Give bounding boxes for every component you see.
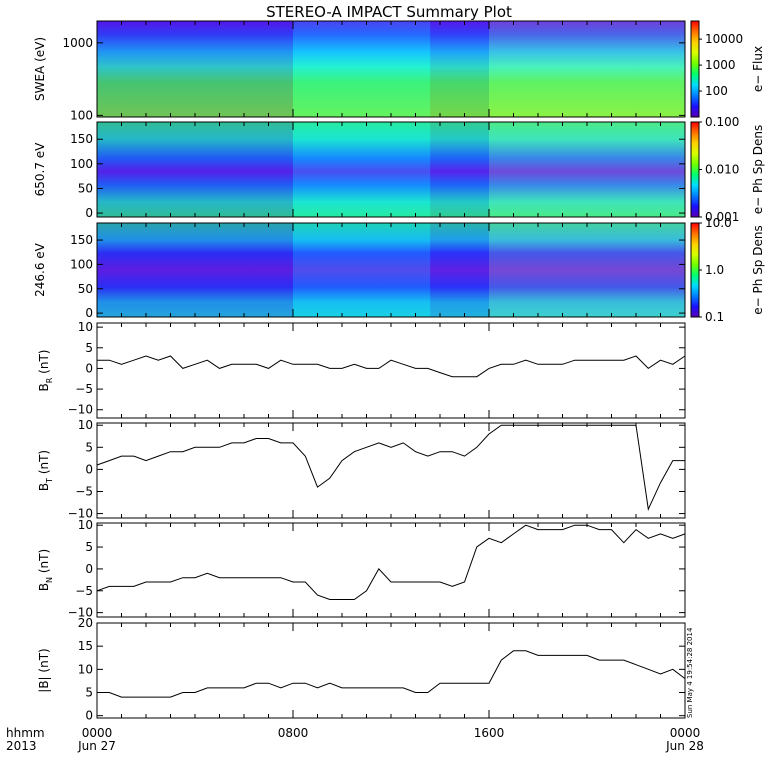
br-ylabel: BR (nT) bbox=[37, 350, 54, 392]
pad650-ytick-label-2: 100 bbox=[70, 157, 93, 171]
pad246-ytick-label-2: 100 bbox=[70, 257, 93, 271]
time-axis-corner-top: hhmm bbox=[6, 726, 45, 740]
br-frame bbox=[96, 322, 686, 419]
pad246-ytick-label-1: 50 bbox=[78, 282, 93, 296]
panel-pad246: 0.1 1.0 10.0 e− Ph Sp Dens 246.6 eV 0 50 100 150 bbox=[33, 216, 765, 324]
pad650-ytick-label-1: 50 bbox=[78, 181, 93, 195]
br-ytick-label-3: 5 bbox=[85, 341, 93, 355]
plot-title: STEREO-A IMPACT Summary Plot bbox=[266, 3, 512, 21]
pad246-colorbar-tick-label-0: 0.1 bbox=[705, 310, 724, 324]
bmag-ytick-label-1: 5 bbox=[85, 686, 93, 700]
swea-interval-1 bbox=[293, 21, 431, 117]
series-bmag-line bbox=[97, 650, 686, 698]
br-ytick-label-1: −5 bbox=[75, 382, 93, 396]
pad650-interval-0 bbox=[97, 122, 293, 217]
bmag-ytick-label-3: 15 bbox=[78, 639, 93, 653]
bn-ytick-label-2: 0 bbox=[85, 562, 93, 576]
panel-bmag: |B| (nT) 0 5 10 15 20 bbox=[37, 616, 686, 723]
pad246-interval-1 bbox=[293, 223, 431, 317]
time-tick-date-3: Jun 28 bbox=[665, 739, 704, 753]
pad650-colorbar-tick-label-2: 0.100 bbox=[705, 115, 739, 129]
panel-pad650: 0.001 0.010 0.100 e− Ph Sp Dens 650.7 eV 0 50 1… bbox=[33, 115, 765, 224]
bn-ylabel: BN (nT) bbox=[37, 549, 54, 591]
pad650-colorbar-label: e− Ph Sp Dens bbox=[751, 125, 765, 214]
swea-colorbar-tick-label-0: 100 bbox=[705, 84, 728, 98]
swea-interval-3 bbox=[489, 21, 685, 117]
pad246-ytick-label-3: 150 bbox=[70, 233, 93, 247]
pad246-ytick-label-0: 0 bbox=[85, 306, 93, 320]
bn-ytick-label-4: 10 bbox=[78, 518, 93, 532]
time-tick-date-0: Jun 27 bbox=[77, 739, 116, 753]
pad650-ytick-label-3: 150 bbox=[70, 132, 93, 146]
pad650-heatmap bbox=[97, 122, 685, 217]
pad246-colorbar-label: e− Ph Sp Dens bbox=[751, 225, 765, 314]
swea-interval-2 bbox=[430, 21, 489, 117]
bmag-ytick-label-0: 0 bbox=[85, 709, 93, 723]
pad246-colorbar-tick-label-1: 1.0 bbox=[705, 263, 724, 277]
bmag-ylabel: |B| (nT) bbox=[37, 648, 51, 692]
panel-bn: BN (nT) −10 −5 0 5 10 bbox=[37, 518, 686, 620]
swea-colorbar bbox=[690, 20, 700, 118]
pad246-interval-3 bbox=[489, 223, 685, 317]
bt-frame bbox=[96, 422, 686, 519]
panel-br: BR (nT) −10 −5 0 5 10 bbox=[37, 320, 686, 419]
series-bt-line bbox=[96, 424, 685, 511]
bmag-frame bbox=[96, 622, 686, 719]
pad650-colorbar-tick-label-1: 0.010 bbox=[705, 163, 739, 177]
bn-ytick-label-0: −10 bbox=[68, 606, 93, 620]
swea-ytick-label-1: 1000 bbox=[62, 36, 93, 50]
pad650-ytick-label-0: 0 bbox=[85, 206, 93, 220]
pad650-colorbar-tick-label-0: 0.001 bbox=[705, 210, 739, 224]
swea-ylabel: SWEA (eV) bbox=[33, 37, 47, 101]
bt-ytick-label-0: −10 bbox=[68, 507, 93, 521]
pad246-interval-2 bbox=[430, 223, 489, 317]
time-axis-corner-bottom: 2013 bbox=[6, 739, 37, 753]
series-br-line bbox=[97, 355, 686, 378]
pad650-ylabel: 650.7 eV bbox=[33, 142, 47, 197]
swea-colorbar-tick-label-2: 10000 bbox=[705, 32, 743, 46]
pad246-heatmap bbox=[97, 223, 685, 317]
pad246-ylabel: 246.6 eV bbox=[33, 242, 47, 297]
bt-ytick-label-3: 5 bbox=[85, 440, 93, 454]
swea-colorbar-label: e− Flux bbox=[751, 46, 765, 92]
swea-colorbar-tick-label-1: 1000 bbox=[705, 58, 736, 72]
bmag-ytick-label-2: 10 bbox=[78, 662, 93, 676]
bt-ylabel: BT (nT) bbox=[37, 450, 54, 491]
br-ytick-label-4: 10 bbox=[78, 320, 93, 334]
bmag-ytick-label-4: 20 bbox=[78, 616, 93, 630]
pad650-interval-2 bbox=[430, 122, 489, 217]
bn-ytick-label-3: 5 bbox=[85, 540, 93, 554]
pad246-interval-0 bbox=[97, 223, 293, 317]
bt-ytick-label-4: 10 bbox=[78, 418, 93, 432]
pad650-interval-3 bbox=[489, 122, 685, 217]
swea-ytick-label-0: 100 bbox=[70, 108, 93, 122]
bn-frame bbox=[96, 522, 686, 618]
pad246-colorbar bbox=[690, 222, 700, 318]
series-bn-line bbox=[96, 524, 686, 600]
time-tick-label-2: 1600 bbox=[474, 726, 505, 740]
time-tick-label-1: 0800 bbox=[278, 726, 309, 740]
date-stamp: Sun May 4 19:54:28 2014 bbox=[686, 627, 694, 718]
time-tick-label-3: 0000 bbox=[670, 726, 701, 740]
swea-heatmap bbox=[97, 21, 685, 117]
panel-bt: BT (nT) −10 −5 0 5 10 bbox=[37, 418, 686, 521]
br-ytick-label-2: 0 bbox=[85, 361, 93, 375]
bt-ytick-label-1: −5 bbox=[75, 484, 93, 498]
br-ytick-label-0: −10 bbox=[68, 403, 93, 417]
pad246-colorbar-tick-label-2: 10.0 bbox=[705, 216, 732, 230]
pad650-colorbar bbox=[690, 121, 700, 218]
bt-ytick-label-2: 0 bbox=[85, 462, 93, 476]
panel-swea: 100 1000 10000 e− Flux SWEA (eV) 100 1000 bbox=[33, 20, 765, 122]
bn-ytick-label-1: −5 bbox=[75, 584, 93, 598]
pad650-interval-1 bbox=[293, 122, 431, 217]
swea-interval-0 bbox=[97, 21, 293, 117]
time-tick-label-0: 0000 bbox=[82, 726, 113, 740]
